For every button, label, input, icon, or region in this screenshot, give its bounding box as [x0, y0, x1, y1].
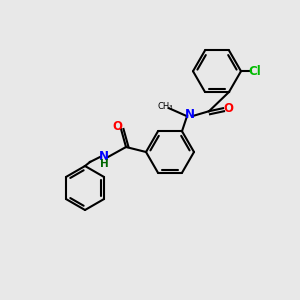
- Text: Cl: Cl: [249, 65, 261, 78]
- Text: H: H: [100, 159, 108, 169]
- Text: O: O: [112, 119, 122, 133]
- Text: O: O: [223, 102, 233, 115]
- Text: N: N: [185, 108, 195, 121]
- Text: N: N: [99, 151, 109, 164]
- Text: CH₃: CH₃: [157, 102, 173, 111]
